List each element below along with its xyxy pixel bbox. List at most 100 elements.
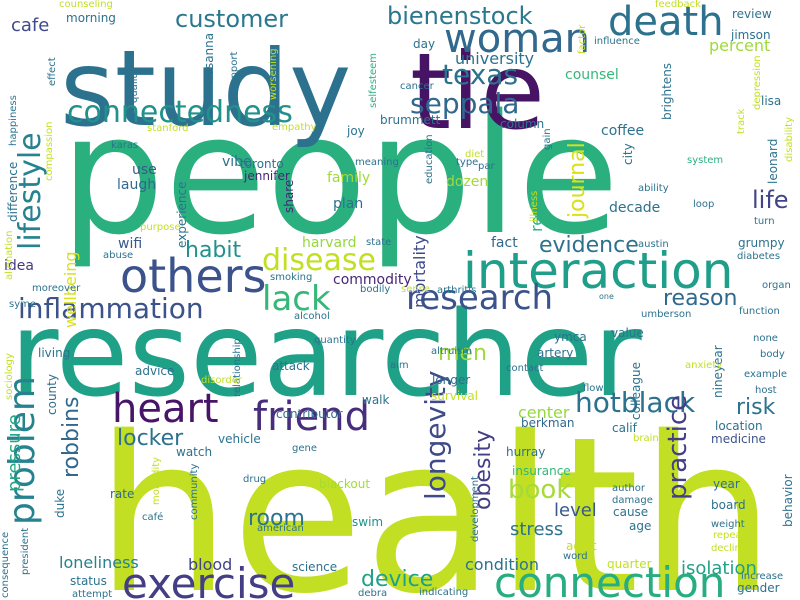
word-connectedness: connectedness: [67, 95, 293, 130]
word-community: community: [189, 464, 200, 520]
word-status: status: [70, 574, 107, 588]
word-sense: sense: [401, 284, 430, 295]
word-living: living: [38, 346, 70, 360]
word-idea: idea: [4, 258, 34, 274]
word-percent: percent: [709, 36, 770, 55]
word-use: use: [132, 162, 157, 178]
word-research: research: [406, 278, 553, 318]
word-pressure: pressure: [4, 414, 25, 492]
word-adult: adult: [566, 539, 597, 553]
word-drug: drug: [243, 474, 266, 485]
word-artery: artery: [537, 346, 573, 360]
word-life: life: [752, 186, 789, 214]
word-influence: influence: [594, 36, 640, 47]
word-effect: effect: [47, 57, 58, 86]
word-consequence: consequence: [0, 532, 11, 598]
word-locker: locker: [117, 426, 184, 451]
word-development: development: [470, 476, 481, 542]
word-habit: habit: [185, 238, 242, 263]
word-level: level: [554, 500, 597, 521]
word-condition: condition: [465, 555, 539, 574]
word-president: president: [20, 528, 31, 575]
word-support: support: [229, 52, 240, 90]
word-cafe: cafe: [11, 15, 49, 36]
word-umberson: umberson: [641, 309, 691, 320]
word-jimson: jimson: [730, 28, 771, 42]
word-walk: walk: [362, 393, 390, 407]
word-ymca: ymca: [554, 330, 587, 344]
word-longevity: longevity: [419, 370, 452, 500]
word-hosanna: hosanna: [202, 33, 216, 84]
word-education: education: [424, 134, 435, 184]
word-blackout: blackout: [319, 477, 370, 491]
word-abuse: abuse: [103, 250, 133, 261]
word-author: author: [612, 483, 646, 494]
word-function: function: [739, 306, 780, 317]
word-researcher: researcher: [10, 285, 642, 423]
word-worsening: worsening: [268, 48, 279, 100]
word-sociology: sociology: [4, 353, 15, 400]
word-contributor: contributor: [276, 407, 343, 421]
word-damage: damage: [612, 495, 653, 506]
word-problem: problem: [2, 376, 43, 525]
word-county: county: [45, 374, 59, 415]
word-flow: flow: [583, 383, 604, 394]
word-meaning: meaning: [355, 157, 399, 168]
word-alienation: alienation: [4, 231, 15, 280]
word-bienenstock: bienenstock: [387, 2, 533, 30]
word-selfesteem: selfesteem: [368, 53, 379, 108]
word-smoking: smoking: [270, 272, 312, 283]
word-others: others: [120, 249, 267, 303]
word-swim: swim: [352, 515, 383, 529]
word-american: american: [257, 523, 304, 534]
word-increase: increase: [741, 571, 783, 582]
word-cause: cause: [613, 505, 648, 519]
word-aim: aim: [390, 360, 409, 371]
word-interaction: interaction: [463, 242, 733, 300]
word-longer: longer: [432, 373, 470, 387]
word-compassion: compassion: [44, 122, 55, 182]
word-fact: fact: [491, 235, 518, 251]
word-duke: duke: [53, 489, 67, 518]
word-system: system: [687, 155, 723, 166]
word-jennifer: jennifer: [243, 169, 290, 183]
word-science: science: [292, 560, 337, 574]
word-study: study: [60, 28, 351, 150]
word-happiness: happiness: [8, 95, 19, 146]
word-none: none: [753, 333, 778, 344]
word-inflammation: inflammation: [18, 292, 204, 325]
word-insurance: insurance: [512, 464, 571, 478]
word-survival: survival: [431, 389, 478, 403]
word-woman: woman: [444, 16, 590, 62]
word-type: type: [456, 157, 478, 168]
word-tie: tie: [410, 31, 545, 153]
word-commodity: commodity: [333, 272, 412, 288]
word-brain: brain: [633, 433, 659, 444]
word-altruism: altruism: [431, 346, 472, 357]
word-lisa: lisa: [761, 94, 781, 108]
word-dozen: dozen: [446, 174, 488, 190]
word-illness: illness: [529, 191, 540, 222]
word-watch: watch: [176, 445, 212, 459]
word-diet: diet: [465, 149, 484, 160]
word-brightens: brightens: [660, 63, 674, 120]
word-connection: connection: [494, 558, 725, 600]
word-family: family: [327, 170, 370, 186]
word-quarter: quarter: [607, 557, 652, 571]
word-arthritis: arthritis: [437, 285, 476, 296]
word-gender: gender: [737, 581, 780, 595]
word-customer: customer: [175, 5, 288, 33]
word-repeat: repeat: [713, 530, 746, 541]
word-counseling: counseling: [59, 0, 113, 10]
word-city: city: [621, 143, 635, 165]
word-harvard: harvard: [302, 235, 356, 251]
word-center: center: [518, 403, 570, 422]
word-reason: reason: [663, 286, 737, 311]
word-health: health: [95, 390, 776, 600]
word-alcohol: alcohol: [294, 311, 330, 322]
word-seppala: seppala: [410, 87, 519, 120]
word-loop: loop: [693, 199, 714, 210]
word-feedback: feedback: [655, 0, 701, 10]
word-organ: organ: [762, 280, 791, 291]
